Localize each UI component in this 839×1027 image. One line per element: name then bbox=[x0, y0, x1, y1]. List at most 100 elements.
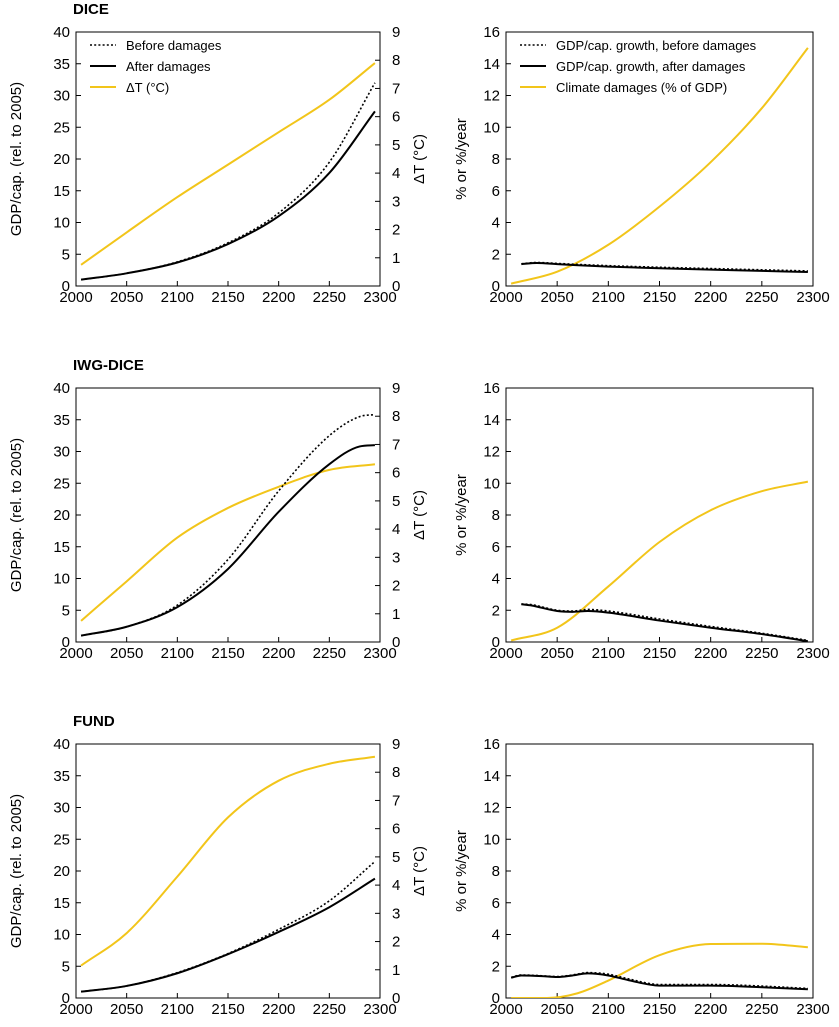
y2-tick-label: 3 bbox=[392, 549, 400, 566]
y-tick-label: 40 bbox=[53, 380, 70, 397]
plot-frame bbox=[75, 31, 381, 287]
series-line-1 bbox=[80, 860, 376, 993]
y-tick-label: 12 bbox=[483, 444, 500, 461]
y2-tick-label: 2 bbox=[392, 222, 400, 239]
y-tick-label: 40 bbox=[53, 736, 70, 753]
plot-frame bbox=[505, 743, 814, 999]
y-tick-label: 20 bbox=[53, 863, 70, 880]
x-tick-label: 2000 bbox=[59, 645, 92, 662]
y2-tick-label: 5 bbox=[392, 137, 400, 154]
x-tick-label: 2200 bbox=[262, 645, 295, 662]
y2-tick-label: 6 bbox=[392, 109, 400, 126]
y2-tick-label: 6 bbox=[392, 465, 400, 482]
x-tick-label: 2300 bbox=[363, 1001, 396, 1018]
x-tick-label: 2300 bbox=[796, 1001, 829, 1018]
y-tick-label: 25 bbox=[53, 831, 70, 848]
x-tick-label: 2200 bbox=[262, 289, 295, 306]
y-tick-label: 14 bbox=[483, 56, 500, 73]
series-line-1 bbox=[521, 603, 809, 642]
x-tick-label: 2200 bbox=[694, 645, 727, 662]
x-tick-label: 2300 bbox=[796, 645, 829, 662]
y-tick-label: 25 bbox=[53, 475, 70, 492]
y-tick-label: 15 bbox=[53, 539, 70, 556]
y-tick-label: 0 bbox=[62, 990, 70, 1007]
x-tick-label: 2250 bbox=[313, 289, 346, 306]
y-tick-label: 35 bbox=[53, 412, 70, 429]
y-tick-label: 8 bbox=[492, 863, 500, 880]
y2-tick-label: 5 bbox=[392, 849, 400, 866]
y-tick-label: 10 bbox=[483, 119, 500, 136]
x-tick-label: 2150 bbox=[643, 289, 676, 306]
x-tick-label: 2050 bbox=[110, 645, 143, 662]
y-tick-label: 4 bbox=[492, 215, 500, 232]
y2-tick-label: 7 bbox=[392, 80, 400, 97]
y-tick-label: 2 bbox=[492, 602, 500, 619]
y-tick-label: 30 bbox=[53, 800, 70, 817]
series-line-2 bbox=[80, 110, 376, 281]
x-tick-label: 2150 bbox=[643, 645, 676, 662]
x-tick-label: 2200 bbox=[694, 289, 727, 306]
y2-tick-label: 2 bbox=[392, 934, 400, 951]
y-tick-label: 12 bbox=[483, 88, 500, 105]
y-tick-label: 15 bbox=[53, 895, 70, 912]
y-tick-label: 16 bbox=[483, 736, 500, 753]
legend-label: GDP/cap. growth, before damages bbox=[556, 38, 757, 53]
x-tick-label: 2250 bbox=[745, 289, 778, 306]
y-tick-label: 35 bbox=[53, 56, 70, 73]
panel-title: IWG-DICE bbox=[73, 357, 144, 374]
y-tick-label: 10 bbox=[53, 215, 70, 232]
x-tick-label: 2300 bbox=[363, 289, 396, 306]
plot-frame bbox=[505, 387, 814, 643]
y-axis-label: % or %/year bbox=[453, 118, 470, 200]
y2-tick-label: 9 bbox=[392, 736, 400, 753]
y2-tick-label: 6 bbox=[392, 821, 400, 838]
y-tick-label: 0 bbox=[62, 634, 70, 651]
x-tick-label: 2200 bbox=[694, 1001, 727, 1018]
x-tick-label: 2150 bbox=[643, 1001, 676, 1018]
y2-tick-label: 0 bbox=[392, 634, 400, 651]
y-tick-label: 16 bbox=[483, 380, 500, 397]
y2-tick-label: 4 bbox=[392, 165, 400, 182]
y-tick-label: 6 bbox=[492, 183, 500, 200]
y-tick-label: 25 bbox=[53, 119, 70, 136]
x-tick-label: 2000 bbox=[489, 289, 522, 306]
x-tick-label: 2050 bbox=[540, 289, 573, 306]
x-tick-label: 2050 bbox=[110, 1001, 143, 1018]
y2-tick-label: 8 bbox=[392, 764, 400, 781]
y-tick-label: 30 bbox=[53, 88, 70, 105]
y2-tick-label: 0 bbox=[392, 278, 400, 295]
series-line-2 bbox=[510, 972, 808, 991]
y2-tick-label: 8 bbox=[392, 408, 400, 425]
x-tick-label: 2000 bbox=[59, 289, 92, 306]
chart-panel-5: 2000 2050 2100 2150 2200 2250 2300051015202530… bbox=[8, 713, 428, 1018]
y-tick-label: 12 bbox=[483, 800, 500, 817]
y2-tick-label: 1 bbox=[392, 606, 400, 623]
chart-panel-3: 2000 2050 2100 2150 2200 2250 2300051015202530… bbox=[8, 357, 428, 662]
y2-tick-label: 9 bbox=[392, 380, 400, 397]
x-tick-label: 2100 bbox=[161, 645, 194, 662]
y-axis-label: % or %/year bbox=[453, 474, 470, 556]
y2-tick-label: 0 bbox=[392, 990, 400, 1007]
y2-tick-label: 3 bbox=[392, 905, 400, 922]
y2-axis-label: ΔT (°C) bbox=[411, 490, 428, 540]
panel-title: FUND bbox=[73, 713, 115, 730]
y2-tick-label: 3 bbox=[392, 193, 400, 210]
y-tick-label: 2 bbox=[492, 958, 500, 975]
y-tick-label: 6 bbox=[492, 895, 500, 912]
legend-label: Climate damages (% of GDP) bbox=[556, 80, 727, 95]
legend-label: GDP/cap. growth, after damages bbox=[556, 59, 746, 74]
x-tick-label: 2150 bbox=[211, 1001, 244, 1018]
y-axis-label: GDP/cap. (rel. to 2005) bbox=[8, 82, 25, 236]
y-tick-label: 6 bbox=[492, 539, 500, 556]
y2-tick-label: 1 bbox=[392, 250, 400, 267]
y2-tick-label: 2 bbox=[392, 578, 400, 595]
x-tick-label: 2000 bbox=[489, 1001, 522, 1018]
series-line-2 bbox=[80, 444, 375, 637]
y-tick-label: 0 bbox=[492, 634, 500, 651]
y-tick-label: 5 bbox=[62, 246, 70, 263]
x-tick-label: 2300 bbox=[363, 645, 396, 662]
y2-tick-label: 5 bbox=[392, 493, 400, 510]
y2-tick-label: 4 bbox=[392, 877, 400, 894]
y-axis-label: GDP/cap. (rel. to 2005) bbox=[8, 438, 25, 592]
